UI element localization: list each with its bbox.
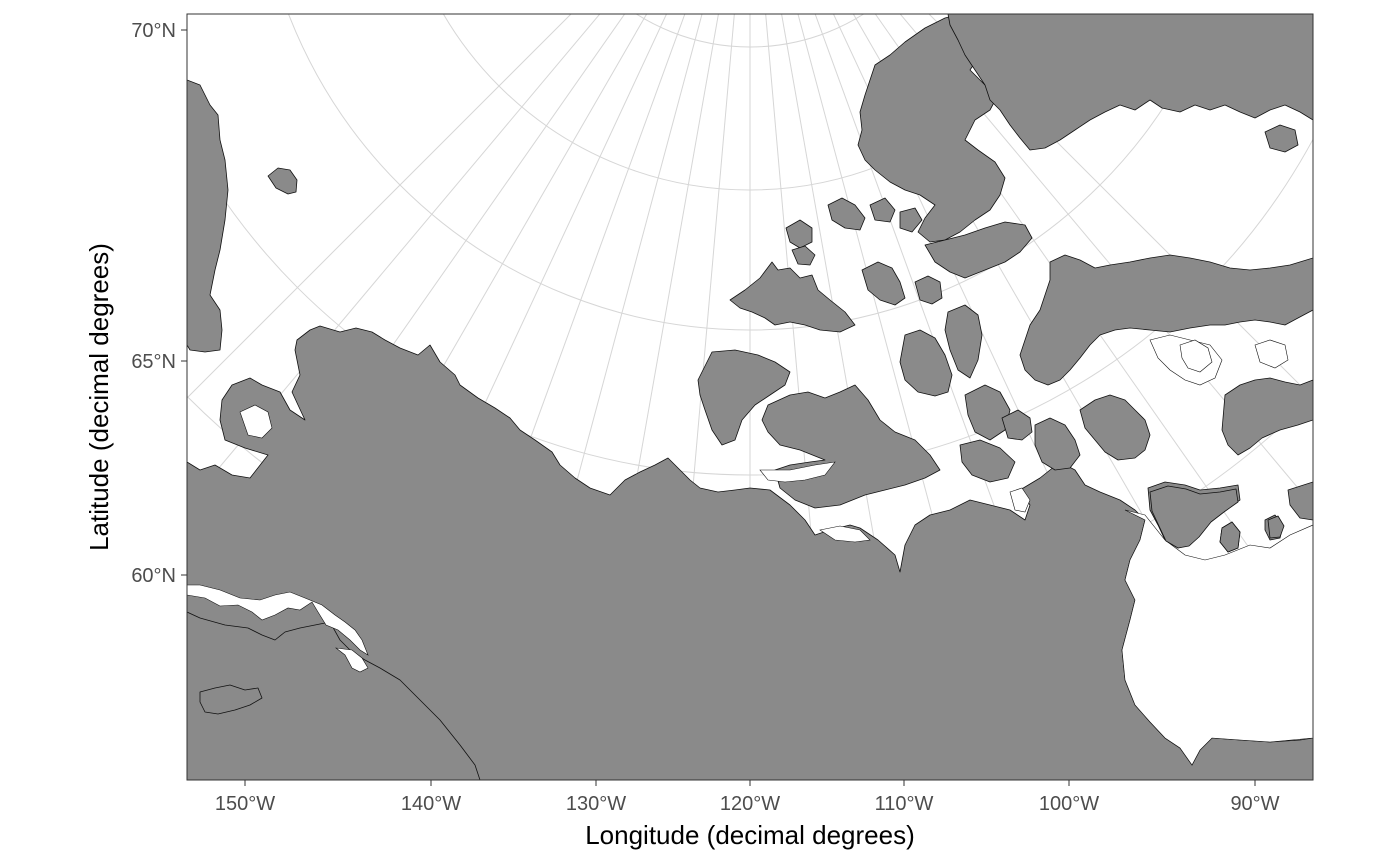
x-tick-label: 130°W [566,793,626,815]
land-cornwallis-island [914,275,943,305]
water-coronation-gulf [819,525,871,543]
land-somerset-island [944,304,983,379]
land-melville-peninsula [1079,394,1151,461]
land-borden-island [869,197,896,223]
land-king-william-island [964,384,1011,441]
land-devon-island [924,221,1033,279]
water-baffin-lake [1179,339,1213,373]
land-greenland [947,14,1313,151]
y-tick-label: 60°N [131,565,176,587]
x-tick-label: 110°W [875,793,934,815]
land-baffin-island [1019,254,1313,386]
water-hudson-bay [1121,509,1313,766]
y-tick-label: 70°N [131,20,176,42]
water-inlets [187,334,1313,766]
water-chantrey-inlet [1009,487,1031,513]
land-alaska-islands [199,684,263,715]
land-wrangel-island [267,167,298,195]
water-cook-inlet [334,647,369,673]
graticule-meridian [832,14,1192,780]
land-lougheed-island [899,207,923,233]
graticule-meridian [797,14,1004,780]
land-greenland-islands [1264,124,1299,153]
x-tick-label: 90°W [1230,793,1279,815]
land-mainland-north-ext [1034,417,1081,471]
x-axis-title: Longitude (decimal degrees) [585,820,915,850]
graticule-meridian [814,14,1095,780]
water-cumberland-sound [1254,339,1289,369]
graticule-meridian [928,14,1313,399]
water-norton-sound [187,584,369,656]
land-chukotka [187,79,229,353]
x-axis: 150°W 140°W 130°W 120°W 110°W 100°W 90°W [215,780,1280,815]
land-banks-island [697,349,791,446]
land-boothia [959,439,1016,483]
land-eglinton-island [791,245,816,266]
land-mackenzie-king [827,197,866,231]
land-baffin-south [1221,377,1313,456]
graticule-meridian [187,14,572,399]
land-alaska-southwest [187,611,481,780]
hudson-bay-islands [1149,485,1285,553]
land-bathurst-island [861,261,906,306]
y-axis: 70°N 65°N 60°N [131,20,187,587]
x-tick-label: 150°W [215,793,275,815]
land-southampton-over [1149,485,1239,549]
x-tick-label: 120°W [720,793,780,815]
x-tick-label: 140°W [401,793,461,815]
y-tick-label: 65°N [131,351,176,373]
land-melville-island [729,261,856,333]
graticule-meridian [781,14,918,780]
land-masses [187,14,1313,780]
land-mansel-island-over [1219,521,1241,553]
land-simpson-peninsula [1001,409,1033,441]
water-amundsen-gulf [759,461,836,483]
land-belcher-area [1267,515,1285,539]
graticule-meridian [874,14,1313,640]
land-prince-of-wales-island [899,329,953,397]
y-axis-title: Latitude (decimal degrees) [84,243,114,551]
water-kotzebue-sound [239,404,273,439]
land-prince-patrick-island [785,219,813,249]
x-tick-label: 100°W [1039,793,1099,815]
land-nottingham-island [1287,481,1313,521]
